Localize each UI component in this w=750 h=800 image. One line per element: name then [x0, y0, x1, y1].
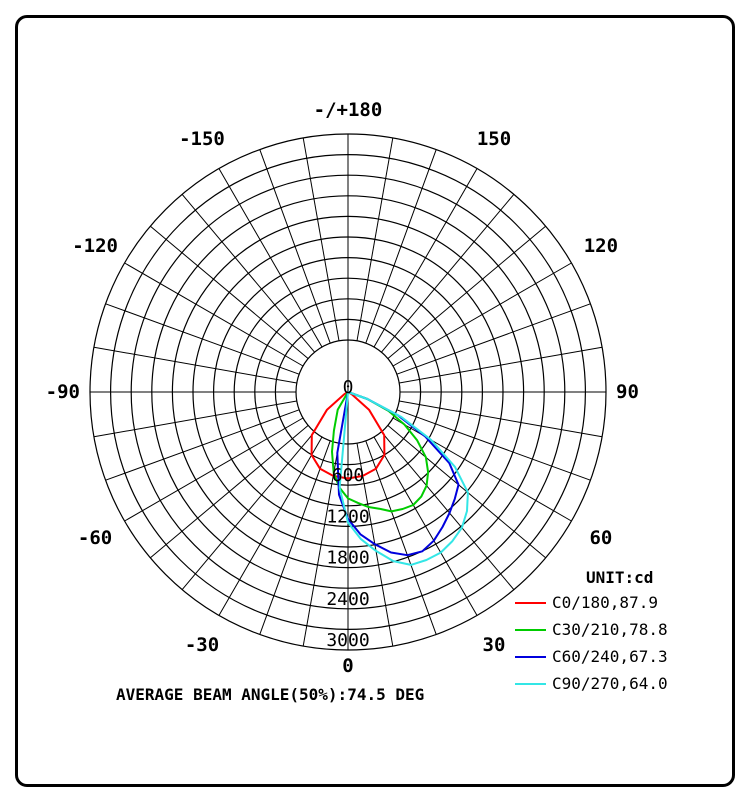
grid-ring [233, 277, 463, 507]
angle-tick-label: 30 [483, 634, 506, 656]
grid-ring [130, 174, 566, 610]
polar-grid [89, 133, 607, 651]
legend-entry: C60/240,67.3 [552, 647, 668, 666]
angle-tick-label: -60 [78, 527, 112, 549]
radial-tick-label: 0 [343, 377, 354, 398]
chart-frame [15, 15, 735, 787]
angle-tick-label: -/+180 [314, 99, 383, 121]
radial-tick-label: 1200 [326, 506, 369, 527]
legend-entry: C90/270,64.0 [552, 674, 668, 693]
grid-ring [171, 215, 525, 569]
legend: UNIT:cd C0/180,87.9 C30/210,78.8 C60/240,6… [515, 568, 668, 693]
angle-tick-label: -150 [179, 128, 225, 150]
angle-tick-label: 0 [342, 655, 353, 677]
series-layer [310, 391, 469, 566]
grid-ring [192, 236, 504, 548]
series-line-4 [338, 391, 469, 566]
grid-ring [151, 195, 545, 589]
radial-tick-label: 600 [332, 465, 365, 486]
beam-angle-text: AVERAGE BEAM ANGLE(50%):74.5 DEG [116, 685, 424, 704]
legend-entry: C0/180,87.9 [552, 593, 658, 612]
grid-ring [213, 257, 483, 527]
angle-tick-label: 90 [616, 381, 639, 403]
angle-labels: -/+180 150 -150 120 -120 90 -90 60 -60 30 -30 0 [46, 99, 639, 677]
grid-ring [295, 339, 401, 445]
angle-tick-label: 120 [584, 235, 618, 257]
unit-label: UNIT:cd [586, 568, 653, 587]
angle-tick-label: 60 [589, 527, 612, 549]
radial-tick-label: 1800 [326, 548, 369, 569]
grid-ring [89, 133, 607, 651]
series-line-2 [331, 391, 430, 513]
radial-labels: 0 600 1200 1800 2400 3000 [326, 377, 369, 651]
grid-ring [254, 298, 442, 486]
radial-tick-label: 2400 [326, 589, 369, 610]
grid-ring [110, 154, 586, 630]
angle-tick-label: -90 [46, 381, 80, 403]
grid-ring [274, 318, 422, 466]
angle-tick-label: -120 [72, 235, 118, 257]
angle-tick-label: 150 [477, 128, 511, 150]
series-line-1 [310, 391, 386, 480]
angle-tick-label: -30 [185, 634, 219, 656]
legend-entry: C30/210,78.8 [552, 620, 668, 639]
radial-tick-label: 3000 [326, 630, 369, 651]
